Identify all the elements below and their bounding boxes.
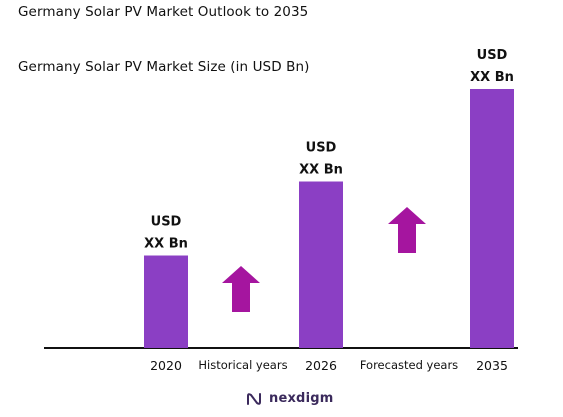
data-label-currency: USD <box>306 141 337 156</box>
bar-2020 <box>144 255 188 348</box>
data-label-value: XX Bn <box>144 237 188 252</box>
period-annotation: Forecasted years <box>360 358 458 372</box>
bar-2026 <box>299 181 343 348</box>
brand-name: nexdigm <box>269 391 334 406</box>
data-label-currency: USD <box>477 48 508 63</box>
brand-logo: nexdigm <box>246 391 333 406</box>
x-tick-label: 2035 <box>476 358 508 373</box>
bar-2035 <box>470 89 514 348</box>
data-label-value: XX Bn <box>299 163 343 178</box>
page-title: Germany Solar PV Market Outlook to 2035 <box>18 4 309 20</box>
chart-title: Germany Solar PV Market Size (in USD Bn) <box>18 59 310 75</box>
growth-arrow-historical <box>222 266 260 312</box>
data-label-currency: USD <box>151 215 182 230</box>
period-annotation: Historical years <box>198 358 287 372</box>
x-tick-label: 2020 <box>150 358 182 373</box>
data-label-value: XX Bn <box>470 70 514 85</box>
growth-arrow-forecast <box>388 207 426 253</box>
x-tick-label: 2026 <box>305 358 337 373</box>
nexdigm-logo-icon <box>247 392 261 405</box>
